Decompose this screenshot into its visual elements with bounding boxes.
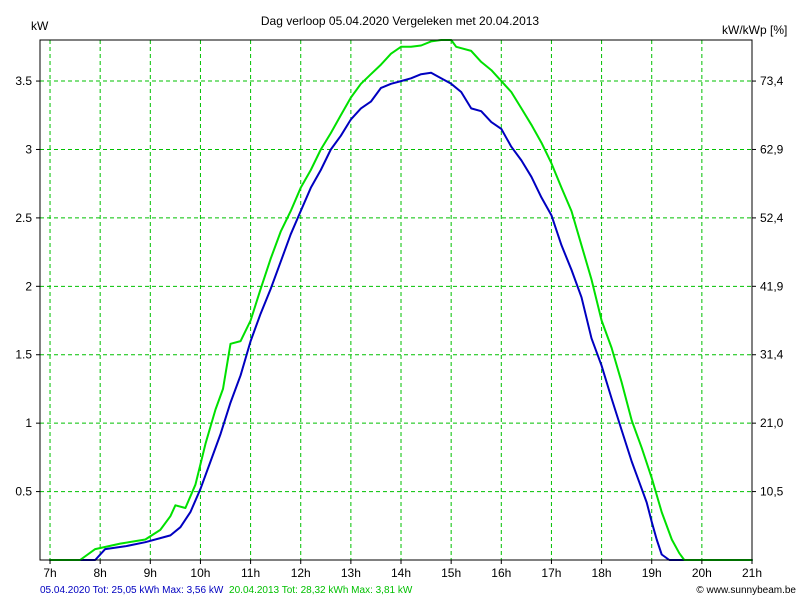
y-tick-label: 1 — [25, 416, 32, 430]
footer-series2: 20.04.2013 Tot: 28,32 kWh Max: 3,81 kW — [229, 585, 413, 596]
y2-tick-label: 10,5 — [760, 485, 784, 499]
x-tick-label: 20h — [692, 566, 712, 580]
y-tick-label: 2 — [25, 279, 32, 293]
x-tick-label: 7h — [43, 566, 56, 580]
footer-credit: © www.sunnybeam.be — [696, 585, 796, 596]
x-tick-label: 17h — [541, 566, 561, 580]
y-tick-label: 1.5 — [15, 348, 32, 362]
y-tick-label: 0.5 — [15, 485, 32, 499]
y2-axis-ticks: 10,5 21,0 31,4 41,9 52,4 62,9 73,4 — [752, 74, 784, 499]
y-tick-label: 3.5 — [15, 74, 32, 88]
x-axis-ticks: 7h 8h 9h 10h 11h 12h 13h 14h 15h 16h 17h 18h 19h 20h 2… — [43, 560, 762, 580]
y2-tick-label: 52,4 — [760, 211, 784, 225]
x-tick-label: 9h — [144, 566, 157, 580]
x-tick-label: 21h — [742, 566, 762, 580]
x-tick-label: 15h — [441, 566, 461, 580]
x-tick-label: 12h — [291, 566, 311, 580]
plot-frame — [39, 39, 753, 561]
y-tick-label: 3 — [25, 142, 32, 156]
x-tick-label: 19h — [642, 566, 662, 580]
series-line-2 — [49, 39, 753, 561]
x-tick-label: 14h — [391, 566, 411, 580]
footer-series1: 05.04.2020 Tot: 25,05 kWh Max: 3,56 kW — [40, 585, 224, 596]
x-tick-label: 16h — [491, 566, 511, 580]
y-axis-label: kW — [31, 19, 49, 33]
y2-tick-label: 41,9 — [760, 279, 784, 293]
series-line-1 — [49, 71, 753, 561]
y2-tick-label: 21,0 — [760, 416, 784, 430]
x-tick-label: 18h — [592, 566, 612, 580]
y-tick-label: 2.5 — [15, 211, 32, 225]
x-tick-label: 8h — [93, 566, 106, 580]
chart-title: Dag verloop 05.04.2020 Vergeleken met 20… — [261, 14, 540, 28]
series-group — [49, 39, 753, 561]
x-tick-label: 11h — [241, 566, 260, 580]
y2-axis-label: kW/kWp [%] — [722, 23, 787, 37]
y2-tick-label: 31,4 — [760, 348, 784, 362]
x-tick-label: 10h — [190, 566, 210, 580]
x-tick-label: 13h — [341, 566, 361, 580]
grid — [40, 40, 752, 560]
y-axis-ticks: 0.5 1 1.5 2 2.5 3 3.5 — [15, 74, 40, 499]
y2-tick-label: 73,4 — [760, 74, 784, 88]
footer-stats: 05.04.2020 Tot: 25,05 kWh Max: 3,56 kW 2… — [40, 585, 413, 596]
y2-tick-label: 62,9 — [760, 142, 784, 156]
